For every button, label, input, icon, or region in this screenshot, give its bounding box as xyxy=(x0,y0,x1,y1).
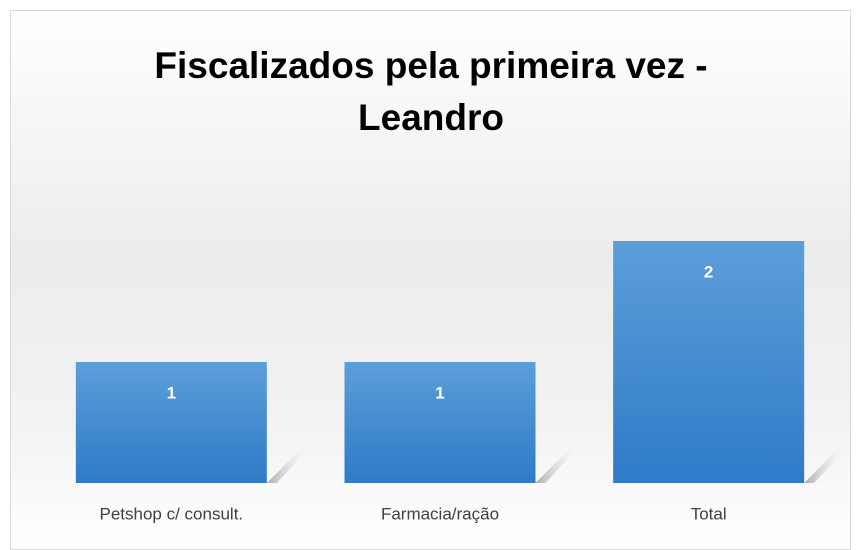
bar xyxy=(344,362,536,483)
page: Fiscalizados pela primeira vez - Leandro… xyxy=(10,10,851,550)
data-label: 2 xyxy=(704,262,713,281)
data-label: 1 xyxy=(167,383,176,402)
bar-shadow xyxy=(535,445,574,483)
chart-title: Fiscalizados pela primeira vez - Leandro xyxy=(154,45,708,138)
x-tick-label: Petshop c/ consult. xyxy=(100,504,244,523)
bar xyxy=(75,362,267,483)
chart: Petshop c/ consult. 1 Farmacia/ração 1 Total… xyxy=(75,241,843,523)
bar-shadow xyxy=(266,445,305,483)
data-label: 1 xyxy=(435,383,444,402)
x-tick-label: Farmacia/ração xyxy=(381,504,499,523)
x-tick-label: Total xyxy=(691,504,727,523)
bar-shadow xyxy=(804,445,843,483)
bar xyxy=(613,241,805,483)
